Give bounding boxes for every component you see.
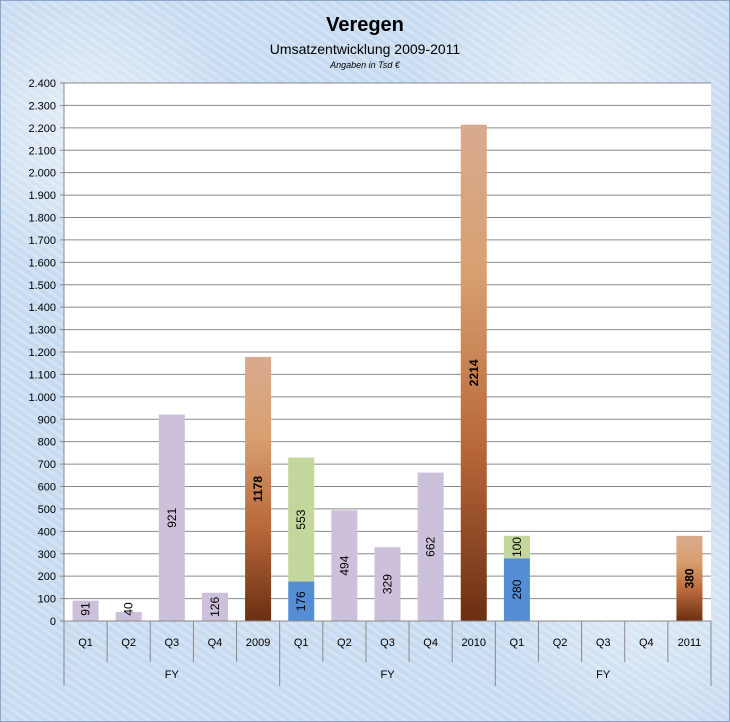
category-label: Q1 — [78, 637, 93, 649]
data-label: 40 — [122, 602, 136, 616]
y-tick-label: 1.100 — [28, 369, 56, 381]
y-tick-label: 1.300 — [28, 325, 56, 337]
data-label: 280 — [510, 579, 524, 599]
data-label: 176 — [294, 591, 308, 611]
group-label: FY — [165, 669, 180, 681]
category-label: Q1 — [510, 637, 525, 649]
y-tick-label: 1.200 — [28, 347, 56, 359]
y-tick-label: 1.900 — [28, 190, 56, 202]
chart-subtitle: Umsatzentwicklung 2009-2011 — [269, 41, 461, 57]
y-tick-label: 700 — [38, 459, 56, 471]
data-label: 100 — [510, 537, 524, 557]
data-label: 662 — [424, 536, 438, 556]
y-tick-label: 400 — [38, 526, 56, 538]
category-label: Q3 — [596, 637, 611, 649]
bar-segment — [288, 457, 315, 582]
bar-segment — [288, 581, 315, 621]
data-label: 91 — [79, 602, 93, 616]
bar-segment — [245, 356, 272, 621]
data-label: 494 — [337, 555, 351, 575]
y-tick-label: 500 — [38, 504, 56, 516]
data-label: 921 — [165, 507, 179, 527]
group-label: FY — [380, 669, 395, 681]
bar-segment — [503, 535, 530, 559]
y-tick-label: 100 — [38, 594, 56, 606]
category-label: 2011 — [678, 637, 702, 649]
y-tick-label: 600 — [38, 482, 56, 494]
y-tick-label: 800 — [38, 437, 56, 449]
axes: 0 100 200 300 400 500 600 700 800 900 1.000 1.100 1.… — [28, 78, 712, 686]
bar-segment — [72, 600, 99, 621]
category-label: 2010 — [462, 637, 486, 649]
bar-segment — [676, 535, 703, 621]
category-label: 2009 — [246, 637, 270, 649]
bar-segment — [374, 547, 401, 621]
bar-segment — [331, 510, 358, 621]
category-label: Q3 — [380, 637, 395, 649]
y-tick-label: 2.400 — [28, 78, 56, 90]
group-label: FY — [596, 669, 611, 681]
y-tick-label: 2.200 — [28, 123, 56, 135]
category-label: Q2 — [553, 637, 568, 649]
data-label: 2214 — [467, 359, 481, 386]
y-tick-label: 1.600 — [28, 257, 56, 269]
y-tick-label: 1.700 — [28, 235, 56, 247]
category-label: Q2 — [337, 637, 352, 649]
y-tick-label: 0 — [50, 616, 56, 628]
y-tick-label: 2.300 — [28, 100, 56, 112]
bars: 91 40 921 126 1178 176 553 494 329 662 2214 280 100 3… — [72, 124, 703, 621]
bar-segment — [417, 472, 444, 621]
data-label: 329 — [381, 574, 395, 594]
gridlines — [64, 82, 711, 600]
bar-segment — [460, 124, 487, 621]
bar-segment — [158, 414, 185, 621]
y-tick-label: 900 — [38, 414, 56, 426]
bar-segment — [115, 612, 142, 621]
bar-segment — [503, 558, 530, 621]
y-tick-label: 2.000 — [28, 168, 56, 180]
y-tick-label: 1.000 — [28, 392, 56, 404]
y-tick-label: 1.500 — [28, 280, 56, 292]
chart-note: Angaben in Tsd € — [330, 60, 400, 70]
y-tick-label: 1.400 — [28, 302, 56, 314]
data-label: 126 — [208, 597, 222, 617]
category-label: Q4 — [639, 637, 654, 649]
bar-segment — [201, 592, 228, 621]
y-tick-label: 1.800 — [28, 213, 56, 225]
data-label: 1178 — [251, 476, 265, 502]
category-label: Q4 — [208, 637, 223, 649]
y-tick-label: 200 — [38, 571, 56, 583]
y-tick-label: 2.100 — [28, 145, 56, 157]
data-label: 553 — [294, 509, 308, 529]
category-label: Q3 — [164, 637, 179, 649]
chart-title: Veregen — [326, 14, 404, 36]
y-tick-label: 300 — [38, 549, 56, 561]
category-label: Q4 — [423, 637, 438, 649]
category-label: Q1 — [294, 637, 309, 649]
data-label: 380 — [682, 568, 696, 588]
category-label: Q2 — [121, 637, 136, 649]
